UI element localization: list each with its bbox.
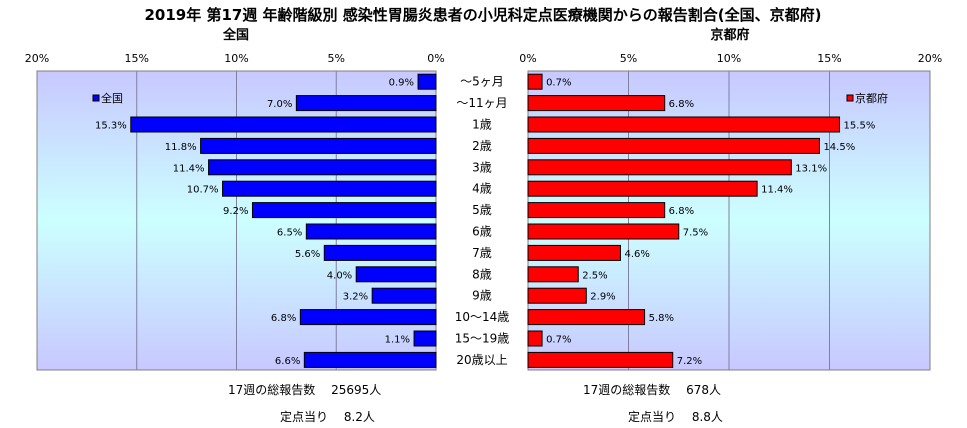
national-total-reports: 17週の総報告数 25695人 [228, 383, 382, 397]
kyoto-bar-label: 13.1% [795, 163, 827, 174]
kyoto-bar-label: 0.7% [546, 335, 571, 346]
national-bar-label: 15.3% [95, 121, 127, 132]
kyoto-bar [527, 330, 543, 347]
kyoto-bar [527, 287, 587, 304]
kyoto-bar [527, 266, 579, 283]
national-bar-label: 6.5% [277, 228, 302, 239]
national-bar-label: 0.9% [389, 78, 414, 89]
kyoto-bar-label: 7.5% [683, 228, 708, 239]
national-bar [413, 330, 437, 347]
kyoto-bar [527, 202, 666, 219]
kyoto-bar [527, 244, 621, 261]
left-x-tick-label: 10% [224, 52, 248, 65]
category-label: 7歳 [472, 246, 492, 260]
legend-national-swatch [92, 94, 100, 102]
category-label: 1歳 [472, 118, 492, 132]
kyoto-per-site: 定点当り 8.8人 [628, 410, 723, 424]
category-label: 4歳 [472, 182, 492, 196]
national-bar [200, 137, 437, 154]
national-bar-label: 11.4% [173, 163, 205, 174]
kyoto-bar [527, 351, 674, 368]
right-x-tick-label: 20% [918, 52, 942, 65]
category-label: 2歳 [472, 139, 492, 153]
national-bar-label: 5.6% [295, 249, 320, 260]
national-bar-label: 1.1% [385, 335, 410, 346]
legend-kyoto-swatch [846, 94, 854, 102]
national-bar [295, 95, 437, 112]
right-x-tick-label: 15% [817, 52, 841, 65]
national-bar [305, 223, 437, 240]
kyoto-bar-label: 15.5% [844, 121, 876, 132]
national-bar-label: 10.7% [187, 185, 219, 196]
legend-national: 全国 [92, 91, 123, 105]
kyoto-bar-label: 4.6% [624, 249, 649, 260]
kyoto-bar [527, 223, 680, 240]
national-bar-label: 3.2% [343, 292, 368, 303]
category-label: 5歳 [472, 203, 492, 217]
national-bar [417, 73, 437, 90]
national-bar-label: 6.8% [271, 313, 296, 324]
kyoto-total-reports: 17週の総報告数 678人 [583, 383, 721, 397]
category-label: 8歳 [472, 267, 492, 281]
category-label: 3歳 [472, 160, 492, 174]
national-bar-label: 9.2% [223, 206, 248, 217]
kyoto-bar [527, 137, 820, 154]
left-x-tick-label: 15% [125, 52, 149, 65]
national-bar [208, 159, 437, 176]
kyoto-bar-label: 6.8% [669, 206, 694, 217]
national-bar [323, 244, 437, 261]
kyoto-bar-label: 6.8% [669, 99, 694, 110]
national-bar [251, 202, 437, 219]
kyoto-bar-label: 0.7% [546, 78, 571, 89]
category-label: 15～19歳 [455, 332, 510, 346]
kyoto-bar [527, 180, 758, 197]
kyoto-bar [527, 95, 666, 112]
legend-kyoto-label: 京都府 [855, 91, 888, 105]
kyoto-bar [527, 116, 841, 133]
category-label: 10～14歳 [455, 310, 510, 324]
category-label: 20歳以上 [456, 353, 507, 367]
national-bar-label: 4.0% [327, 270, 352, 281]
kyoto-bar-label: 11.4% [761, 185, 793, 196]
category-label: 9歳 [472, 289, 492, 303]
category-label: ～11ヶ月 [456, 96, 507, 110]
kyoto-bar-label: 5.8% [649, 313, 674, 324]
national-bar [130, 116, 437, 133]
kyoto-bar [527, 73, 543, 90]
national-bar [299, 309, 437, 326]
kyoto-bar [527, 309, 646, 326]
left-x-tick-label: 20% [25, 52, 49, 65]
national-bar-label: 7.0% [267, 99, 292, 110]
national-bar [371, 287, 437, 304]
right-panel-title: 京都府 [710, 27, 749, 43]
kyoto-bar-label: 2.9% [590, 292, 615, 303]
national-bar [222, 180, 437, 197]
category-label: ～5ヶ月 [460, 75, 504, 89]
legend-national-label: 全国 [101, 91, 123, 105]
national-bar-label: 6.6% [275, 356, 300, 367]
kyoto-bar-label: 2.5% [582, 270, 607, 281]
legend-kyoto: 京都府 [846, 91, 888, 105]
right-x-tick-label: 10% [717, 52, 741, 65]
national-bar [355, 266, 437, 283]
kyoto-bar-label: 14.5% [823, 142, 855, 153]
kyoto-bar [527, 159, 792, 176]
left-panel-title: 全国 [222, 27, 249, 43]
left-x-tick-label: 0% [427, 52, 444, 65]
right-x-tick-label: 0% [519, 52, 536, 65]
kyoto-bar-label: 7.2% [677, 356, 702, 367]
right-x-tick-label: 5% [620, 52, 637, 65]
chart-title: 2019年 第17週 年齢階級別 感染性胃腸炎患者の小児科定点医療機関からの報告… [144, 6, 821, 24]
left-x-tick-label: 5% [328, 52, 345, 65]
category-label: 6歳 [472, 225, 492, 239]
national-bar-label: 11.8% [165, 142, 197, 153]
national-bar [303, 351, 437, 368]
national-per-site: 定点当り 8.2人 [280, 410, 375, 424]
